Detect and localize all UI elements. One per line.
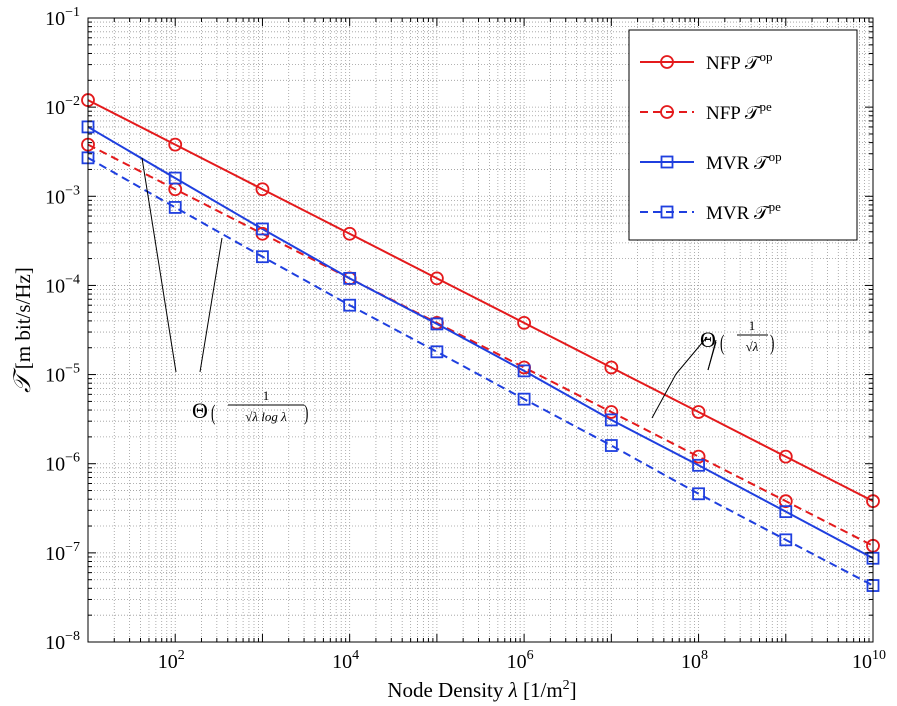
y-tick-labels: 10−1 10−2 10−3 10−4 10−5 10−6 10−7 10−8 bbox=[45, 5, 80, 654]
legend-box bbox=[628, 29, 858, 241]
y-tick-label: 10−1 bbox=[45, 5, 80, 30]
legend-label-1: NFP 𝒯pe bbox=[706, 99, 772, 124]
series-line-0 bbox=[87, 99, 874, 503]
annotation-lines bbox=[141, 157, 717, 419]
data-point-s0-8 bbox=[778, 449, 793, 464]
data-point-s3-6 bbox=[604, 439, 618, 452]
data-point-s2-8 bbox=[779, 505, 793, 519]
data-point-s1-6 bbox=[604, 405, 619, 419]
y-tick-label: 10−3 bbox=[45, 183, 80, 208]
data-point-s3-2 bbox=[256, 250, 269, 264]
data-point-s3-4 bbox=[430, 345, 444, 359]
legend-marker-1 bbox=[660, 105, 674, 119]
data-point-s2-3 bbox=[343, 271, 357, 285]
series-line-1 bbox=[87, 143, 874, 547]
annotation-theta-sqrt-log: Θ ( 1 √λ log λ ) bbox=[192, 388, 308, 426]
x-tick-label: 106 bbox=[507, 648, 534, 673]
annotation-pointer-1 bbox=[199, 237, 223, 373]
series-layer bbox=[87, 99, 874, 587]
data-point-s2-1 bbox=[168, 171, 182, 185]
data-point-s1-7 bbox=[691, 449, 706, 464]
data-point-s0-7 bbox=[691, 405, 706, 419]
svg-text:(: ( bbox=[720, 331, 724, 356]
x-axis-label: Node Density λ [1/m2] bbox=[387, 678, 576, 702]
annotation-pointer-tail-1 bbox=[707, 339, 717, 371]
annotation-pointer-tail-0 bbox=[651, 373, 677, 419]
svg-text:(: ( bbox=[211, 401, 215, 426]
y-tick-label: 10−4 bbox=[45, 272, 80, 297]
legend-entry-3: MVR 𝒯pe bbox=[640, 199, 781, 224]
x-tick-label: 108 bbox=[681, 648, 708, 673]
legend-label-0: NFP 𝒯op bbox=[706, 49, 772, 74]
data-point-s0-4 bbox=[429, 271, 444, 286]
data-point-s3-8 bbox=[779, 533, 793, 547]
data-point-s2-2 bbox=[256, 222, 269, 236]
data-point-s2-4 bbox=[430, 317, 444, 331]
data-point-s0-5 bbox=[517, 315, 532, 330]
data-point-s2-5 bbox=[517, 364, 531, 378]
data-point-s3-7 bbox=[692, 487, 705, 501]
data-point-s0-1 bbox=[168, 137, 183, 152]
legend-entry-0: NFP 𝒯op bbox=[640, 49, 772, 74]
data-point-s0-6 bbox=[604, 360, 619, 375]
y-tick-label: 10−7 bbox=[45, 540, 80, 565]
legend-entry-1: NFP 𝒯pe bbox=[640, 99, 772, 124]
y-tick-label: 10−5 bbox=[45, 362, 80, 387]
svg-text:Θ: Θ bbox=[700, 327, 716, 352]
legend-marker-0 bbox=[660, 55, 674, 69]
x-tick-label: 1010 bbox=[852, 648, 886, 673]
legend-entry-2: MVR 𝒯op bbox=[640, 149, 782, 174]
svg-text:√λ log λ: √λ log λ bbox=[245, 409, 287, 424]
series-line-3 bbox=[87, 156, 874, 587]
data-point-s0-2 bbox=[255, 182, 270, 197]
series-line-2 bbox=[87, 126, 874, 560]
axis-ticks bbox=[87, 17, 874, 643]
data-point-s3-5 bbox=[517, 392, 531, 406]
y-tick-label: 10−6 bbox=[45, 451, 80, 476]
y-tick-label: 10−2 bbox=[45, 94, 80, 119]
y-axis-label: 𝒯 [m bit/s/Hz] bbox=[10, 267, 36, 393]
y-tick-label: 10−8 bbox=[45, 629, 80, 654]
data-point-s2-7 bbox=[692, 458, 705, 472]
svg-text:Θ: Θ bbox=[192, 398, 208, 423]
legend-label-3: MVR 𝒯pe bbox=[706, 199, 781, 224]
x-tick-labels: 102 104 106 108 1010 bbox=[158, 648, 886, 673]
legend: NFP 𝒯op NFP 𝒯pe MVR 𝒯op MVR 𝒯pe bbox=[628, 29, 858, 241]
data-point-s3-3 bbox=[343, 298, 357, 312]
svg-text:√λ: √λ bbox=[746, 339, 759, 354]
legend-marker-2 bbox=[660, 155, 674, 169]
data-point-s2-6 bbox=[604, 413, 618, 427]
annotation-theta-sqrt: Θ ( 1 √λ ) bbox=[700, 318, 774, 356]
annotation-pointer-0 bbox=[141, 157, 177, 373]
legend-label-2: MVR 𝒯op bbox=[706, 149, 782, 174]
plot-frame bbox=[87, 17, 874, 643]
svg-text:): ) bbox=[304, 401, 308, 426]
legend-marker-3 bbox=[660, 205, 674, 219]
x-tick-label: 102 bbox=[158, 648, 185, 673]
x-tick-label: 104 bbox=[332, 648, 359, 673]
data-point-s0-3 bbox=[342, 226, 357, 241]
annotation-pointer-2 bbox=[675, 336, 708, 375]
svg-text:1: 1 bbox=[749, 318, 756, 333]
data-point-s3-1 bbox=[168, 201, 182, 214]
data-point-s1-8 bbox=[778, 494, 793, 509]
svg-text:1: 1 bbox=[263, 388, 270, 403]
svg-text:): ) bbox=[770, 331, 774, 356]
